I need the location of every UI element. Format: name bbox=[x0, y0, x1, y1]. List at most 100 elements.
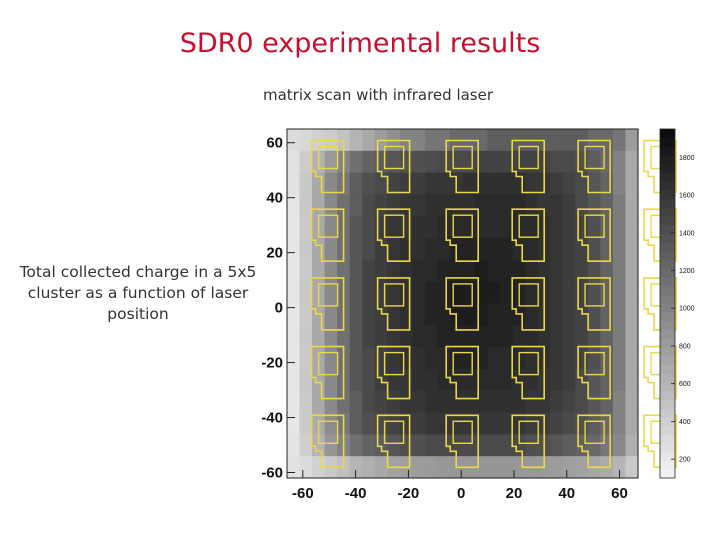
heatmap-cell bbox=[612, 434, 627, 457]
heatmap-cell bbox=[550, 303, 564, 326]
heatmap-cell bbox=[424, 434, 439, 457]
heatmap-cell bbox=[449, 281, 464, 305]
heatmap-cell bbox=[412, 325, 426, 348]
heatmap-cell bbox=[487, 347, 501, 370]
heatmap-cell bbox=[437, 281, 451, 305]
heatmap-cell bbox=[299, 216, 313, 239]
heatmap-cell bbox=[387, 216, 401, 239]
heatmap-cell bbox=[625, 325, 639, 348]
heatmap-cell bbox=[349, 390, 363, 414]
heatmap-cell bbox=[612, 259, 627, 283]
x-tick-label: 60 bbox=[611, 485, 628, 502]
heatmap-cell bbox=[587, 259, 601, 283]
heatmap-cell bbox=[525, 303, 539, 326]
heatmap-cell bbox=[412, 456, 426, 479]
heatmap-cell bbox=[612, 150, 627, 174]
heatmap-cell bbox=[437, 238, 451, 261]
heatmap-cell bbox=[449, 216, 464, 239]
heatmap-cell bbox=[512, 325, 526, 348]
color-scale-step bbox=[660, 469, 675, 479]
heatmap-cell bbox=[487, 303, 501, 326]
heatmap-cell bbox=[462, 390, 476, 414]
heatmap-cell bbox=[324, 325, 338, 348]
color-scale-step bbox=[660, 329, 675, 339]
heatmap-cell bbox=[399, 150, 413, 174]
heatmap-cell bbox=[387, 281, 401, 305]
heatmap-cell bbox=[312, 259, 326, 283]
pixel-outline bbox=[577, 139, 611, 194]
heatmap-cell bbox=[587, 281, 601, 305]
color-scale-step bbox=[660, 347, 675, 357]
heatmap-cell bbox=[612, 368, 627, 392]
color-scale-step bbox=[660, 399, 675, 409]
color-scale-step bbox=[660, 460, 675, 470]
heatmap-cell bbox=[299, 456, 313, 479]
heatmap-cell bbox=[487, 150, 501, 174]
heatmap-cell bbox=[299, 390, 313, 414]
heatmap-cell bbox=[374, 259, 388, 283]
heatmap-cell bbox=[287, 368, 301, 392]
heatmap-cell bbox=[525, 390, 539, 414]
heatmap-cell bbox=[449, 194, 464, 217]
heatmap-cell bbox=[349, 281, 363, 305]
heatmap-cell bbox=[387, 412, 401, 435]
heatmap-cell bbox=[487, 325, 501, 348]
z-tick-label: 1200 bbox=[679, 268, 695, 275]
color-scale-step bbox=[660, 207, 675, 217]
heatmap-cell bbox=[299, 434, 313, 457]
heatmap-cell bbox=[550, 150, 564, 174]
heatmap-cell bbox=[299, 259, 313, 283]
plot-axes: -60 -40 -20 0 20 40 60 -60 -40 -20 0 20 40 60 bbox=[261, 128, 639, 502]
color-scale-step bbox=[660, 277, 675, 287]
heatmap-cell bbox=[424, 368, 439, 392]
x-tick-label: 20 bbox=[506, 485, 523, 502]
heatmap-cell bbox=[287, 194, 301, 217]
heatmap-cell bbox=[287, 347, 301, 370]
pixel-outline bbox=[445, 414, 480, 469]
color-scale-step bbox=[660, 137, 675, 147]
color-scale-step bbox=[660, 155, 675, 165]
heatmap-cell bbox=[387, 368, 401, 392]
heatmap-cell bbox=[437, 129, 451, 152]
heatmap-cell bbox=[625, 303, 639, 326]
heatmap-cell bbox=[600, 259, 614, 283]
heatmap-cell bbox=[337, 325, 351, 348]
heatmap-cell bbox=[575, 390, 589, 414]
heatmap-cell bbox=[475, 216, 489, 239]
heatmap-cell bbox=[500, 434, 514, 457]
color-scale-step bbox=[660, 355, 675, 366]
x-tick-label: 0 bbox=[457, 485, 465, 502]
heatmap-cell bbox=[424, 259, 439, 283]
heatmap-cell bbox=[475, 303, 489, 326]
heatmap-cell bbox=[299, 172, 313, 196]
heatmap-cell bbox=[500, 412, 514, 435]
heatmap-cell bbox=[550, 390, 564, 414]
heatmap-cell bbox=[462, 238, 476, 261]
heatmap-cell bbox=[625, 347, 639, 370]
heatmap-cell bbox=[625, 172, 639, 196]
heatmap-cell bbox=[349, 368, 363, 392]
heatmap-cell bbox=[424, 216, 439, 239]
heatmap-cell bbox=[600, 303, 614, 326]
color-scale-step bbox=[660, 434, 675, 444]
heatmap-cell bbox=[387, 390, 401, 414]
heatmap-cell bbox=[600, 434, 614, 457]
heatmap-cell bbox=[324, 434, 338, 457]
heatmap-cell bbox=[562, 129, 576, 152]
heatmap-cell bbox=[324, 281, 338, 305]
heatmap-cell bbox=[525, 238, 539, 261]
heatmap-cells bbox=[287, 129, 639, 479]
heatmap-cell bbox=[349, 172, 363, 196]
heatmap-cell bbox=[387, 325, 401, 348]
heatmap-cell bbox=[437, 456, 451, 479]
heatmap-cell bbox=[424, 129, 439, 152]
heatmap-cell bbox=[625, 456, 639, 479]
heatmap-cell bbox=[374, 303, 388, 326]
heatmap-cell bbox=[287, 129, 301, 152]
heatmap-cell bbox=[299, 325, 313, 348]
heatmap-cell bbox=[475, 325, 489, 348]
color-scale-step bbox=[660, 268, 675, 278]
heatmap-cell bbox=[424, 303, 439, 326]
heatmap-cell bbox=[500, 216, 514, 239]
